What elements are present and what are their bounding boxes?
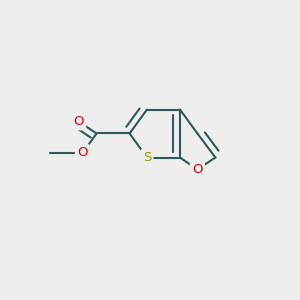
Text: S: S	[143, 151, 151, 164]
Text: O: O	[77, 146, 88, 160]
Text: O: O	[192, 163, 203, 176]
Text: O: O	[74, 115, 84, 128]
